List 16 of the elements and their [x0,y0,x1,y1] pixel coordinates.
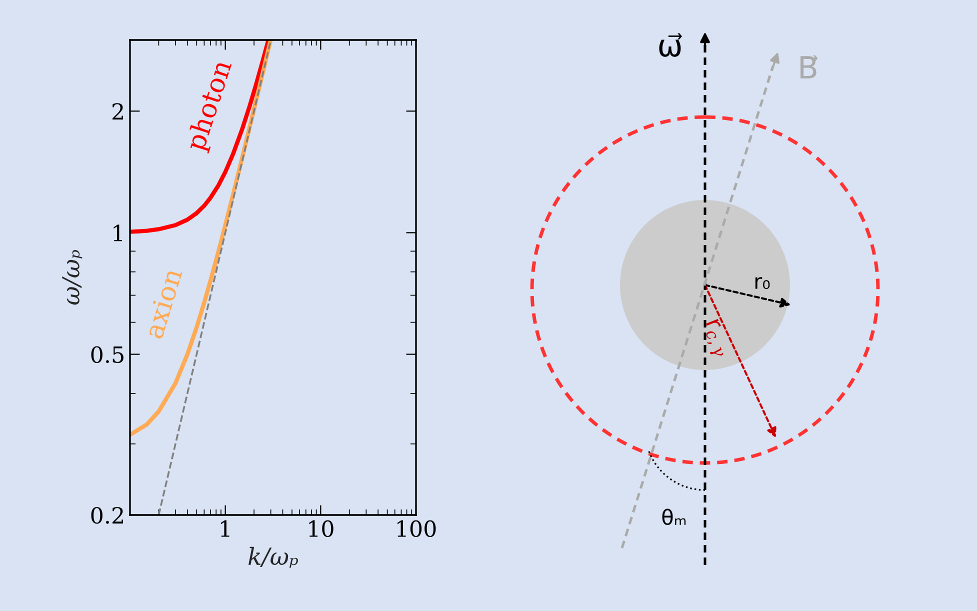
text: axion [143,266,183,340]
x-axis-title: k/ωₚ [248,546,298,568]
y-tick-label: 0.5 [91,346,124,364]
x-tick-label: 10 [309,520,334,538]
text: ω⃗ [659,33,682,57]
y-tick-label: 0.2 [91,506,123,524]
y-tick-label: 2 [112,103,123,120]
x-tick-label: 1 [220,520,230,537]
text: r$_{c,γ}$ [699,318,732,360]
text: photon [184,58,237,154]
text: B⃗ [800,55,818,78]
y-axis-title: ω/ωₚ [62,250,82,305]
text: θₘ [662,508,686,525]
y-tick-label: 1 [114,224,122,242]
x-tick-label: 100 [398,520,436,538]
text: r₀ [755,277,770,289]
